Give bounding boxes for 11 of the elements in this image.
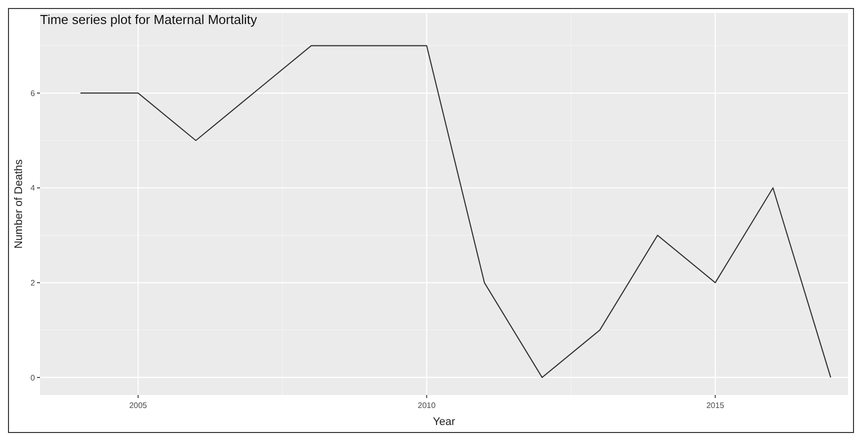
y-tick-label: 2	[30, 278, 36, 288]
y-axis-title: Number of Deaths	[13, 158, 25, 249]
y-tick-label: 0	[30, 373, 36, 382]
x-tick-label: 2005	[129, 401, 148, 410]
x-tick-label: 2015	[706, 401, 725, 410]
chart-title: Time series plot for Maternal Mortality	[40, 12, 258, 27]
y-tick-label: 4	[30, 184, 36, 193]
x-axis-title: Year	[432, 416, 456, 428]
line-series	[80, 45, 832, 378]
y-tick-label: 6	[30, 88, 36, 98]
x-tick-label: 2010	[418, 401, 436, 410]
